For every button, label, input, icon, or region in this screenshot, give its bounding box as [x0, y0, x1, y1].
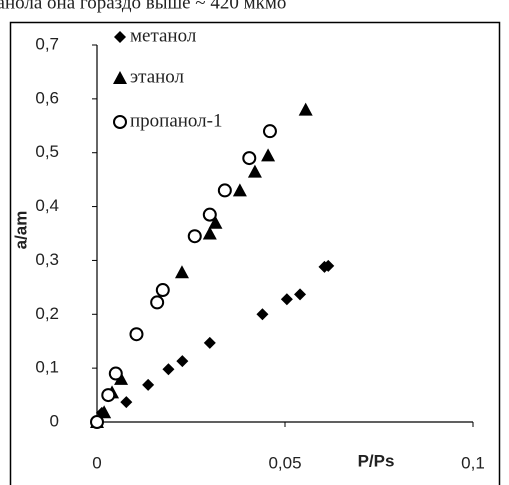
- y-tick-label: 0,4: [35, 196, 59, 215]
- circle-marker: [155, 283, 170, 298]
- x-axis-title: P/Ps: [358, 451, 395, 470]
- circle-marker: [262, 124, 277, 139]
- y-tick-label: 0,5: [35, 142, 59, 161]
- circle-marker: [129, 327, 144, 342]
- legend-label: этанол: [130, 66, 185, 87]
- triangle-marker: [232, 183, 247, 197]
- diamond-marker: [114, 31, 126, 43]
- circle-marker: [90, 415, 104, 429]
- diamond-marker: [294, 288, 307, 301]
- y-tick-label: 0,3: [35, 250, 59, 269]
- diamond-marker: [142, 378, 155, 391]
- triangle-marker: [261, 148, 276, 162]
- x-tick-label: 0: [92, 453, 101, 472]
- circle-marker: [113, 115, 127, 129]
- circle-marker: [150, 295, 165, 310]
- circle-marker: [242, 151, 257, 166]
- diamond-marker: [203, 336, 216, 349]
- circle-marker: [101, 388, 116, 403]
- circle-marker: [202, 207, 217, 222]
- triangle-marker: [247, 164, 262, 178]
- y-tick-label: 0: [50, 411, 59, 430]
- circle-marker: [187, 229, 202, 244]
- frame: [9, 21, 501, 485]
- legend-label: пропанол-1: [130, 110, 223, 131]
- x-tick-label: 0,1: [461, 453, 485, 472]
- y-tick-label: 0,6: [35, 88, 59, 107]
- diamond-marker: [256, 308, 269, 321]
- triangle-marker: [114, 371, 129, 385]
- y-tick-label: 0,1: [35, 358, 59, 377]
- triangle-marker: [298, 102, 313, 116]
- triangle-marker: [174, 265, 189, 279]
- diamond-marker: [280, 293, 293, 306]
- page-text: танола она гораздо выше ~ 420 мкмо: [0, 0, 286, 13]
- x-tick-label: 0,05: [268, 453, 301, 472]
- triangle-marker: [202, 226, 217, 240]
- circle-marker: [217, 183, 232, 198]
- circle-marker: [108, 366, 123, 381]
- triangle-marker: [97, 405, 112, 419]
- diamond-marker: [322, 259, 335, 272]
- y-tick-label: 0,2: [35, 304, 59, 323]
- diamond-marker: [176, 355, 189, 368]
- legend-label: метанол: [130, 25, 197, 46]
- triangle-marker: [113, 71, 127, 84]
- diamond-marker: [162, 363, 175, 376]
- diamond-marker: [120, 396, 133, 409]
- y-axis-title: a/am: [11, 211, 30, 250]
- y-tick-label: 0,7: [35, 34, 59, 53]
- triangle-marker: [208, 215, 223, 229]
